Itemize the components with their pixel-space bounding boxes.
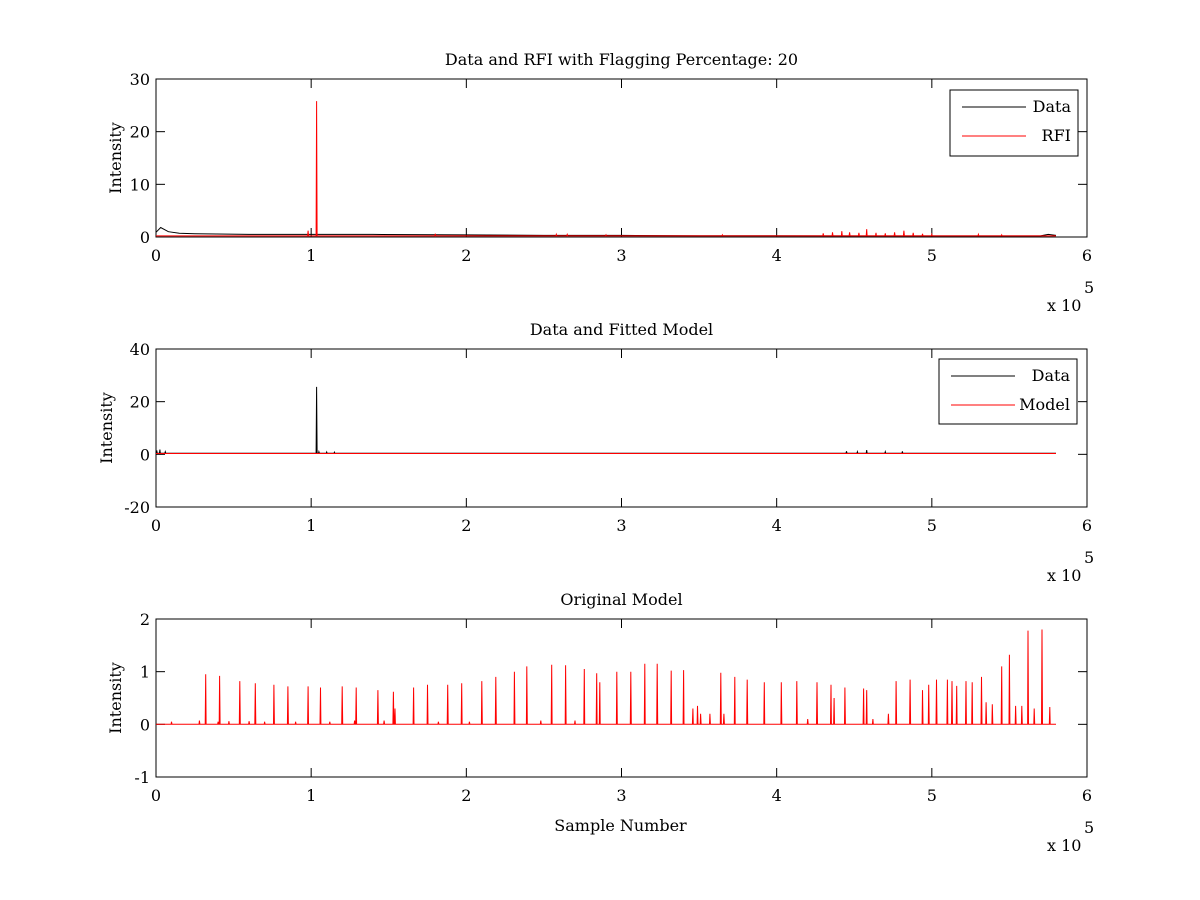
y-tick-label: 30: [130, 70, 150, 89]
x-tick-label: 4: [772, 516, 782, 535]
y-tick-label: 1: [140, 663, 150, 682]
chart-title: Original Model: [560, 590, 682, 609]
x-tick-label: 0: [151, 246, 161, 265]
y-tick-label: 20: [130, 393, 150, 412]
x-multiplier: x 10: [1047, 836, 1081, 855]
x-tick-label: 1: [306, 246, 316, 265]
y-tick-label: 40: [130, 340, 150, 359]
y-tick-label: 0: [140, 445, 150, 464]
y-tick-label: 0: [140, 228, 150, 247]
axes-frame: [155, 348, 1088, 508]
x-tick-label: 2: [461, 246, 471, 265]
legend-entry: Model: [1019, 395, 1070, 414]
x-multiplier: x 10: [1047, 296, 1081, 315]
x-multiplier: x 10: [1047, 566, 1081, 585]
series-line: [156, 101, 1056, 237]
x-multiplier-exponent: 5: [1084, 548, 1094, 567]
x-tick-label: 3: [616, 786, 626, 805]
legend-box: [949, 89, 1079, 157]
y-tick-label: 20: [130, 123, 150, 142]
series-model: [156, 629, 1056, 725]
legend: Data RFI: [949, 89, 1079, 157]
y-tick-label: 2: [140, 610, 150, 629]
y-axis-label: Intensity: [106, 662, 125, 734]
x-tick-label: 6: [1082, 786, 1092, 805]
axes-frame: [155, 618, 1088, 778]
x-tick-label: 4: [772, 246, 782, 265]
y-tick-label: -20: [124, 498, 150, 517]
x-tick-label: 2: [461, 516, 471, 535]
x-tick-label: 1: [306, 786, 316, 805]
x-tick-label: 5: [927, 246, 937, 265]
x-tick-label: 3: [616, 246, 626, 265]
x-multiplier-exponent: 5: [1084, 818, 1094, 837]
legend-entry: RFI: [1042, 126, 1071, 145]
x-tick-label: 6: [1082, 516, 1092, 535]
x-tick-label: 5: [927, 786, 937, 805]
series-rfi: [156, 101, 1056, 237]
subplot-1: Data and RFI with Flagging Percentage: 2…: [106, 50, 1094, 315]
x-tick-label: 0: [151, 516, 161, 535]
x-tick-label: 0: [151, 786, 161, 805]
x-tick-label: 3: [616, 516, 626, 535]
x-tick-label: 5: [927, 516, 937, 535]
y-axis-label: Intensity: [106, 122, 125, 194]
x-tick-label: 2: [461, 786, 471, 805]
chart-title: Data and RFI with Flagging Percentage: 2…: [445, 50, 798, 69]
legend-entry: Data: [1032, 366, 1071, 385]
x-tick-label: 4: [772, 786, 782, 805]
chart-title: Data and Fitted Model: [530, 320, 713, 339]
y-tick-label: 10: [130, 175, 150, 194]
series-line: [156, 629, 1056, 725]
x-axis-label: Sample Number: [554, 816, 687, 835]
y-axis-label: Intensity: [97, 392, 116, 464]
y-tick-label: -1: [134, 768, 150, 787]
x-tick-label: 6: [1082, 246, 1092, 265]
y-tick-label: 0: [140, 715, 150, 734]
x-tick-label: 1: [306, 516, 316, 535]
axes-frame: [155, 78, 1088, 238]
legend-entry: Data: [1033, 97, 1072, 116]
x-multiplier-exponent: 5: [1084, 278, 1094, 297]
legend: Data Model: [938, 358, 1078, 425]
legend-box: [938, 358, 1078, 425]
